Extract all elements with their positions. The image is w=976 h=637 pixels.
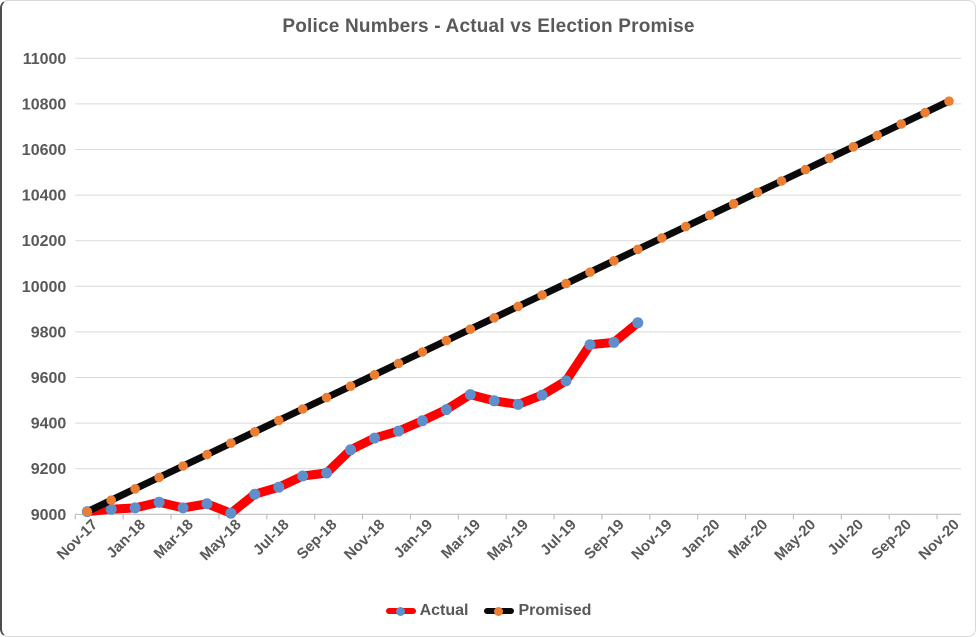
y-tick-label: 9400 (31, 416, 67, 433)
legend-label-promised: Promised (518, 602, 592, 619)
series-actual-line[interactable] (82, 318, 643, 518)
x-tick-label: Jan-18 (103, 516, 149, 562)
x-tick-label: Sep-18 (294, 516, 341, 563)
x-tick-label: Mar-20 (725, 516, 771, 562)
series-promised-markers (82, 96, 954, 517)
x-tick-label: Jul-20 (824, 516, 867, 559)
y-axis-labels: 9000 9200 9400 9600 9800 10000 10200 10400 10600… (22, 51, 67, 524)
legend-item-actual[interactable]: Actual (385, 602, 469, 620)
promised-legend-marker-icon (484, 605, 515, 617)
y-tick-label: 10600 (22, 142, 67, 159)
chart-title[interactable]: Police Numbers - Actual vs Election Prom… (282, 16, 695, 37)
x-tick-label: Jan-20 (678, 516, 724, 562)
y-tick-label: 10000 (22, 279, 67, 296)
legend-label-actual: Actual (419, 602, 469, 619)
legend-item-promised[interactable]: Promised (484, 602, 591, 620)
x-tick-label: May-18 (197, 516, 245, 564)
y-tick-label: 9000 (31, 507, 67, 524)
x-tick-label: Nov-19 (628, 516, 675, 563)
y-tick-label: 9200 (31, 461, 67, 478)
series-actual-markers (81, 317, 644, 519)
x-axis-labels: Nov-17 Jan-18 Mar-18 May-18 Jul-18 Sep-18 Nov-… (54, 516, 963, 564)
y-tick-label: 10800 (22, 96, 67, 113)
x-tick-label: May-19 (484, 516, 532, 564)
x-tick-label: May-20 (771, 516, 819, 564)
x-tick-label: Mar-18 (151, 516, 197, 562)
chart-legend: Actual Promised (2, 602, 975, 620)
x-tick-label: Sep-19 (581, 516, 628, 563)
gridlines (75, 57, 961, 470)
y-tick-label: 10200 (22, 233, 67, 250)
x-tick-label: Mar-19 (438, 516, 484, 562)
x-tick-label: Jul-18 (250, 516, 293, 559)
x-tick-label: Jul-19 (537, 516, 580, 559)
y-tick-label: 10400 (22, 188, 67, 205)
x-tick-label: Jan-19 (391, 516, 437, 562)
x-tick-label: Nov-18 (341, 516, 388, 563)
y-tick-label: 9600 (31, 370, 67, 387)
actual-legend-marker-icon (385, 605, 416, 617)
x-tick-label: Nov-20 (915, 516, 962, 563)
y-tick-label: 11000 (23, 51, 67, 68)
y-tick-label: 9800 (31, 324, 67, 341)
x-tick-label: Sep-20 (868, 516, 915, 563)
